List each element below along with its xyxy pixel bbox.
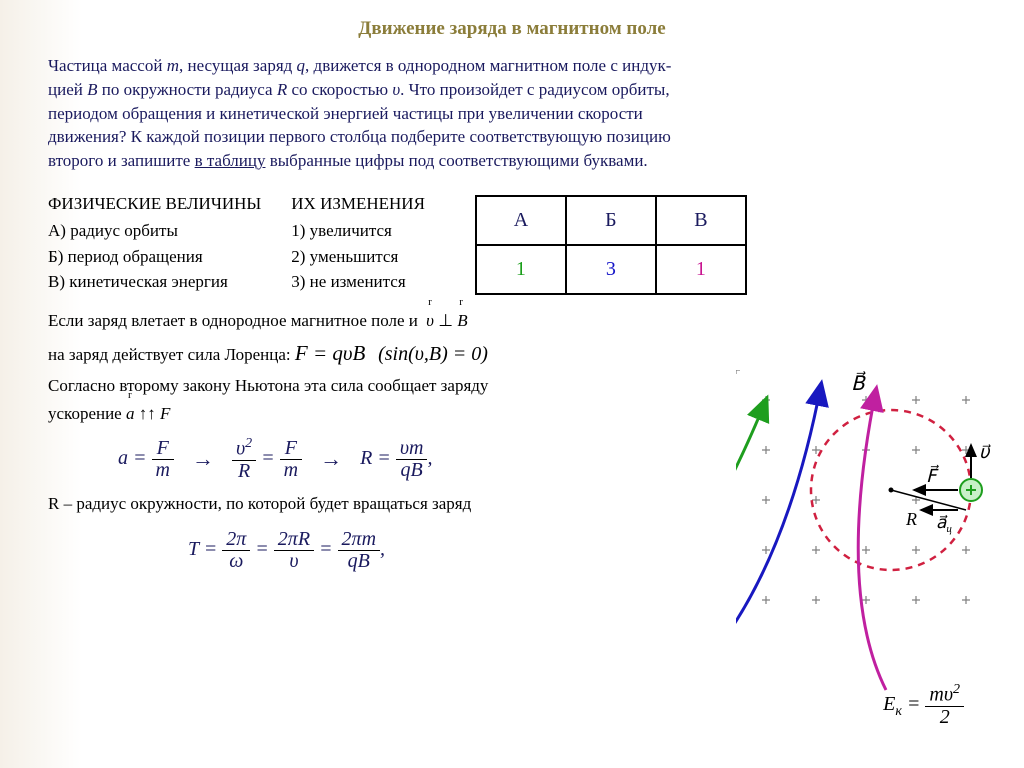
num: F xyxy=(280,438,302,460)
var-B: B xyxy=(87,80,97,99)
item-2: 2) уменьшится xyxy=(291,244,425,270)
sin-note: (sin(υ,B) = 0) xyxy=(378,343,488,365)
comma: , xyxy=(380,538,385,560)
eq: = xyxy=(319,538,333,560)
circular-motion-diagram: R υ⃗ F⃗ a⃗ц B⃗ xyxy=(736,370,996,710)
frac-T3: 2πmqB xyxy=(338,529,380,572)
a-eq: a = xyxy=(118,447,147,469)
den: R xyxy=(232,461,256,482)
text: выбранные цифры под соответствующими бук… xyxy=(265,151,647,170)
matching-columns: ФИЗИЧЕСКИЕ ВЕЛИЧИНЫ А) радиус орбиты Б) … xyxy=(48,191,984,295)
col-head: ИХ ИЗМЕНЕНИЯ xyxy=(291,191,425,217)
var-v: υ xyxy=(392,80,400,99)
text: ускорение xyxy=(48,404,126,423)
blue-arrow xyxy=(736,385,821,710)
text: . Что произойдет с радиусом орбиты, xyxy=(400,80,669,99)
frac-fm: Fm xyxy=(280,438,302,481)
T-eq: T = xyxy=(188,538,217,560)
field-markers xyxy=(736,370,740,374)
text: по окружности радиуса xyxy=(97,80,276,99)
header-v: В xyxy=(656,196,746,245)
item-b: Б) период обращения xyxy=(48,244,261,270)
eq: = xyxy=(261,447,275,469)
den: m xyxy=(280,460,302,481)
page-title: Движение заряда в магнитном поле xyxy=(0,0,1024,54)
physical-quantities: ФИЗИЧЕСКИЕ ВЕЛИЧИНЫ А) радиус орбиты Б) … xyxy=(48,191,261,295)
den: ω xyxy=(222,551,250,572)
F-label: F⃗ xyxy=(926,465,939,486)
vec-B: B xyxy=(457,307,467,336)
answer-a: 1 xyxy=(476,245,566,294)
num: 2πR xyxy=(274,529,314,551)
num: 2πm xyxy=(338,529,380,551)
var-q: q xyxy=(297,56,306,75)
changes: ИХ ИЗМЕНЕНИЯ 1) увеличится 2) уменьшится… xyxy=(291,191,425,295)
text: Согласно второму закону Ньютона эта сила… xyxy=(48,376,488,395)
R-eq: R = xyxy=(360,447,391,469)
text: периодом обращения и кинетической энерги… xyxy=(48,104,643,123)
den: qB xyxy=(338,551,380,572)
item-v: В) кинетическая энергия xyxy=(48,269,261,295)
text: второго и запишите xyxy=(48,151,195,170)
num: F xyxy=(152,438,174,460)
answer-b: 3 xyxy=(566,245,656,294)
arrow-icon: → xyxy=(179,444,227,475)
v-label: υ⃗ xyxy=(979,442,991,462)
item-3: 3) не изменится xyxy=(291,269,425,295)
comma: , xyxy=(427,447,432,469)
frac-a: Fm xyxy=(152,438,174,481)
text: цией xyxy=(48,80,87,99)
B-label: B⃗ xyxy=(851,370,866,395)
den: qB xyxy=(396,460,428,481)
text: Частица массой xyxy=(48,56,167,75)
frac-T2: 2πRυ xyxy=(274,529,314,572)
var-R: R xyxy=(277,80,287,99)
perp-condition: υ xyxy=(426,307,434,336)
vec-F: F xyxy=(160,404,170,423)
text: движения? К каждой позиции первого столб… xyxy=(48,127,671,146)
table-link: в таблицу xyxy=(195,151,266,170)
R-label: R xyxy=(905,509,917,529)
num: υm xyxy=(396,438,428,460)
num: 2π xyxy=(222,529,250,551)
answer-v: 1 xyxy=(656,245,746,294)
den: m xyxy=(152,460,174,481)
answer-table: А Б В 1 3 1 xyxy=(475,195,747,295)
den: υ xyxy=(274,551,314,572)
item-a: А) радиус орбиты xyxy=(48,218,261,244)
frac-R: υmqB xyxy=(396,438,428,481)
text: со скоростью xyxy=(287,80,392,99)
frac-T1: 2πω xyxy=(222,529,250,572)
a-label: a⃗ц xyxy=(936,513,952,535)
text: , движется в однородном магнитном поле с… xyxy=(305,56,671,75)
text: на заряд действует сила Лоренца: xyxy=(48,345,295,364)
lorentz-formula: F = qυB xyxy=(295,341,365,365)
vec-a: a xyxy=(126,400,135,429)
col-head: ФИЗИЧЕСКИЕ ВЕЛИЧИНЫ xyxy=(48,191,261,217)
num: υ2 xyxy=(232,437,256,461)
problem-statement: Частица массой m, несущая заряд q, движе… xyxy=(48,54,984,173)
item-1: 1) увеличится xyxy=(291,218,425,244)
den: 2 xyxy=(925,707,964,728)
frac-v2r: υ2R xyxy=(232,437,256,482)
magenta-arrow xyxy=(858,390,886,690)
text: Если заряд влетает в однородное магнитно… xyxy=(48,311,422,330)
green-arrow xyxy=(736,400,766,690)
eq: = xyxy=(255,538,269,560)
text: , несущая заряд xyxy=(179,56,297,75)
var-m: m xyxy=(167,56,179,75)
header-b: Б xyxy=(566,196,656,245)
header-a: А xyxy=(476,196,566,245)
arrow-icon: → xyxy=(307,444,355,475)
